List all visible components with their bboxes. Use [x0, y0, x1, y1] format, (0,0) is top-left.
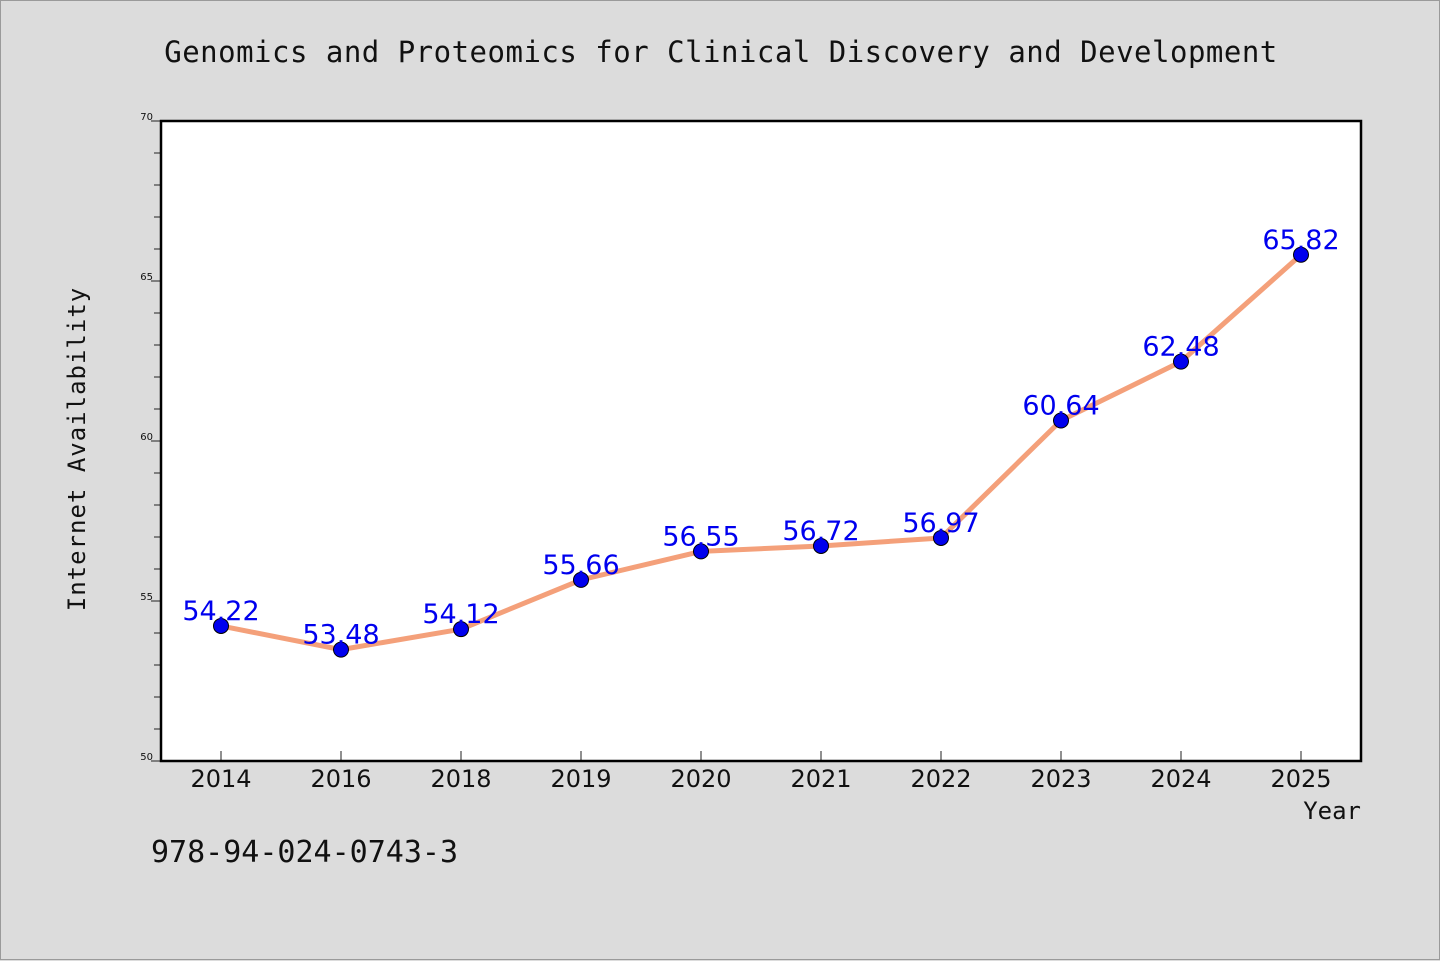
data-label: 55.66	[542, 550, 619, 581]
data-point	[1053, 412, 1069, 429]
x-tick-label: 2014	[190, 765, 251, 793]
y-tick-label: 70	[140, 112, 153, 123]
data-label: 56.72	[782, 516, 859, 547]
x-tick-label: 2019	[550, 765, 611, 793]
y-tick-label: 60	[140, 432, 153, 443]
x-tick-label: 2022	[910, 765, 971, 793]
x-tick-label: 2018	[430, 765, 491, 793]
plot-frame	[159, 119, 1363, 763]
x-tick-label: 2021	[790, 765, 851, 793]
data-label: 56.55	[662, 521, 739, 552]
data-point	[1173, 353, 1189, 370]
data-point	[573, 571, 589, 588]
data-point	[333, 641, 349, 658]
x-tick-label: 2020	[670, 765, 731, 793]
data-label: 60.64	[1022, 391, 1099, 422]
x-tick-label: 2023	[1030, 765, 1091, 793]
x-tick-label: 2025	[1270, 765, 1331, 793]
data-label: 62.48	[1142, 332, 1219, 363]
data-label: 54.12	[422, 599, 499, 630]
x-tick-label: 2024	[1150, 765, 1211, 793]
data-label: 53.48	[302, 620, 379, 651]
plot-area	[161, 121, 1361, 761]
data-label: 56.97	[902, 508, 979, 539]
data-point	[213, 617, 229, 634]
data-point	[813, 537, 829, 554]
x-axis-label: Year	[1303, 797, 1361, 825]
y-tick-label: 55	[140, 592, 153, 603]
data-point	[1293, 246, 1309, 263]
data-label: 65.82	[1262, 225, 1339, 256]
y-tick-label: 50	[140, 752, 153, 763]
chart-title: Genomics and Proteomics for Clinical Dis…	[164, 35, 1278, 69]
y-tick-label: 65	[140, 272, 153, 283]
series-line	[218, 252, 1304, 653]
x-tick-label: 2016	[310, 765, 371, 793]
data-point	[933, 529, 949, 546]
isbn-text: 978-94-024-0743-3	[151, 835, 459, 870]
data-label: 54.22	[182, 596, 259, 627]
data-point	[693, 543, 709, 560]
data-point	[453, 621, 469, 638]
